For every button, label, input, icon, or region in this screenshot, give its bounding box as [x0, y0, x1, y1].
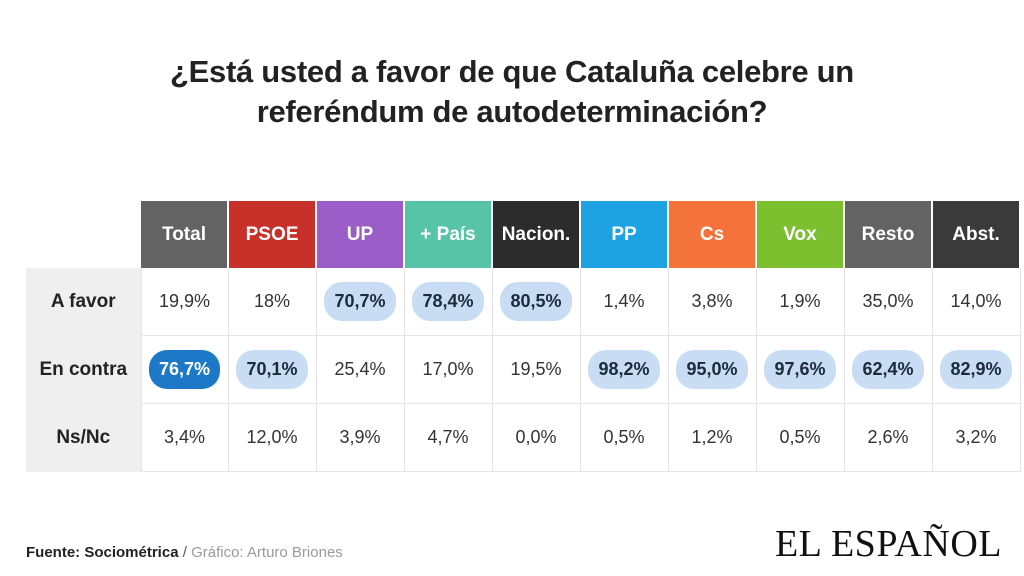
cell-value: 35,0%	[862, 291, 914, 311]
cell-value: 3,4%	[163, 427, 206, 447]
cell-value: 17,0%	[422, 359, 474, 379]
table-cell: 3,4%	[140, 403, 229, 472]
cell-value: 19,5%	[510, 359, 562, 379]
table-cell: 19,5%	[492, 335, 581, 404]
title-line-1: ¿Está usted a favor de que Cataluña cele…	[170, 54, 854, 89]
cell-value: 1,9%	[779, 291, 821, 311]
column-header-2: UP	[316, 201, 405, 268]
table-cell: 19,9%	[140, 268, 229, 336]
cell-value: 0,0%	[515, 427, 557, 447]
cell-value: 3,9%	[339, 427, 381, 447]
table-row: Ns/Nc 3,4% 12,0% 3,9% 4,7% 0,0% 0,5% 1,2% 0,5% 2,…	[26, 403, 1021, 472]
cell-value: 1,4%	[603, 291, 645, 311]
table-cell: 82,9%	[932, 335, 1021, 404]
table-cell: 76,7%	[140, 335, 229, 404]
column-header-5: PP	[580, 201, 669, 268]
title-line-2: referéndum de autodeterminación?	[256, 94, 768, 129]
footer-separator: /	[178, 544, 192, 561]
column-header-0: Total	[141, 201, 229, 268]
cell-value: 1,2%	[691, 427, 733, 447]
table-cell: 3,2%	[932, 403, 1021, 472]
highlighted-value: 95,0%	[676, 350, 748, 389]
table-cell: 25,4%	[316, 335, 405, 404]
cell-value: 4,7%	[427, 427, 469, 447]
highlighted-value: 70,7%	[324, 282, 396, 321]
source-label: Fuente: Sociométrica	[26, 544, 179, 561]
table-cell: 62,4%	[844, 335, 933, 404]
chart-title: ¿Está usted a favor de que Cataluña cele…	[0, 52, 1024, 132]
table-cell: 70,1%	[228, 335, 317, 404]
el-espanol-logo: EL ESPAÑOL	[774, 523, 1002, 565]
row-label: A favor	[26, 268, 141, 336]
cell-value: 3,2%	[955, 427, 997, 447]
highlighted-value: 98,2%	[588, 350, 660, 389]
table-row: En contra 76,7% 70,1% 25,4% 17,0% 19,5% 98,2% 9…	[26, 335, 1021, 404]
table-corner	[26, 201, 141, 268]
column-header-row: Total PSOE UP + País Nacion. PP Cs Vox Resto Abst…	[26, 201, 1021, 268]
table-cell: 3,9%	[316, 403, 405, 472]
cell-value: 3,8%	[691, 291, 733, 311]
column-header-4: Nacion.	[492, 201, 581, 268]
results-table: Total PSOE UP + País Nacion. PP Cs Vox Resto Abst…	[26, 201, 1021, 472]
table-cell: 80,5%	[492, 268, 581, 336]
footer: Fuente: Sociométrica / Gráfico: Arturo B…	[26, 544, 343, 561]
highlighted-value: 76,7%	[148, 350, 221, 389]
column-header-7: Vox	[756, 201, 845, 268]
table-cell: 0,5%	[756, 403, 845, 472]
cell-value: 12,0%	[246, 427, 298, 447]
table-cell: 14,0%	[932, 268, 1021, 336]
highlighted-value: 70,1%	[236, 350, 308, 389]
column-header-3: + País	[404, 201, 493, 268]
table-row: A favor 19,9% 18% 70,7% 78,4% 80,5% 1,4% 3,8% 1,…	[26, 268, 1021, 336]
table-cell: 97,6%	[756, 335, 845, 404]
highlighted-value: 82,9%	[940, 350, 1012, 389]
table-cell: 78,4%	[404, 268, 493, 336]
column-header-6: Cs	[668, 201, 757, 268]
row-label: Ns/Nc	[26, 403, 141, 472]
highlighted-value: 80,5%	[500, 282, 572, 321]
table-cell: 98,2%	[580, 335, 669, 404]
table-cell: 1,9%	[756, 268, 845, 336]
table-cell: 3,8%	[668, 268, 757, 336]
table-cell: 1,4%	[580, 268, 669, 336]
table-cell: 2,6%	[844, 403, 933, 472]
column-header-9: Abst.	[932, 201, 1021, 268]
cell-value: 19,9%	[158, 291, 211, 311]
column-header-8: Resto	[844, 201, 933, 268]
highlighted-value: 78,4%	[412, 282, 484, 321]
cell-value: 0,5%	[603, 427, 645, 447]
cell-value: 0,5%	[779, 427, 821, 447]
table-cell: 35,0%	[844, 268, 933, 336]
cell-value: 18%	[253, 291, 291, 311]
table-cell: 95,0%	[668, 335, 757, 404]
table-cell: 18%	[228, 268, 317, 336]
table-cell: 1,2%	[668, 403, 757, 472]
table-body: A favor 19,9% 18% 70,7% 78,4% 80,5% 1,4% 3,8% 1,…	[26, 268, 1021, 472]
row-label: En contra	[26, 335, 141, 404]
credit-label: Gráfico: Arturo Briones	[191, 544, 343, 561]
cell-value: 25,4%	[334, 359, 386, 379]
table-cell: 17,0%	[404, 335, 493, 404]
table-cell: 12,0%	[228, 403, 317, 472]
column-header-1: PSOE	[228, 201, 317, 268]
highlighted-value: 97,6%	[764, 350, 836, 389]
cell-value: 2,6%	[867, 427, 909, 447]
table-cell: 0,5%	[580, 403, 669, 472]
highlighted-value: 62,4%	[852, 350, 924, 389]
table-cell: 4,7%	[404, 403, 493, 472]
table-cell: 70,7%	[316, 268, 405, 336]
table-cell: 0,0%	[492, 403, 581, 472]
cell-value: 14,0%	[950, 291, 1002, 311]
